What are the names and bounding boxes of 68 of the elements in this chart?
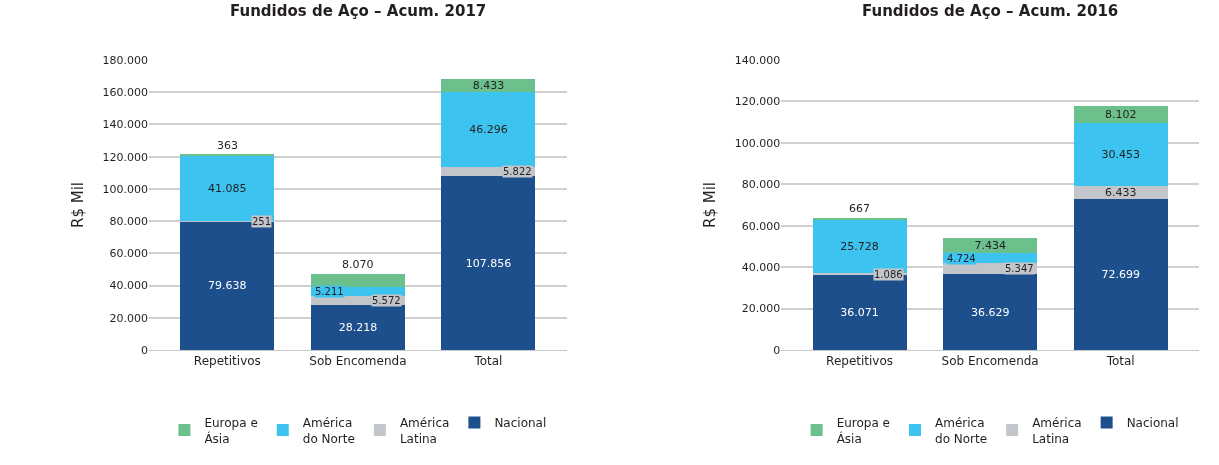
data-label: 7.434: [974, 239, 1006, 253]
x-tick-label: Repetitivos: [826, 354, 894, 369]
chart-title: Fundidos de Aço – Acum. 2016: [862, 2, 1119, 20]
legend-label: América do Norte: [302, 415, 355, 446]
data-label: 6.433: [1104, 186, 1137, 200]
data-label: 41.085: [208, 181, 247, 195]
data-label: 667: [849, 202, 870, 215]
y-tick-label: 120.000: [734, 95, 781, 109]
y-tick-label: 140.000: [734, 53, 781, 67]
legend-label: Europa e Ásia: [836, 415, 891, 446]
bar: [441, 92, 536, 167]
data-label: 30.453: [1101, 148, 1140, 162]
y-tick-label: 40.000: [741, 260, 781, 274]
y-tick-label: 80.000: [109, 214, 149, 228]
legend-label: Europa e Ásia: [204, 415, 258, 446]
data-label: 46.296: [469, 123, 508, 137]
y-tick-label: 60.000: [741, 219, 781, 233]
data-label: 5.572: [372, 295, 401, 306]
data-label: 363: [217, 139, 238, 152]
data-label: 8.070: [342, 258, 374, 271]
data-label: 5.211: [315, 286, 344, 297]
data-label: 4.724: [947, 253, 976, 264]
y-tick-label: 80.000: [741, 178, 781, 192]
data-label: 1.086: [874, 269, 903, 280]
legend-label: Nacional: [494, 416, 547, 431]
data-label: 5.822: [503, 166, 532, 177]
y-axis-title: R$ Mil: [701, 181, 720, 229]
data-label: 36.071: [840, 306, 879, 320]
y-tick-label: 100.000: [734, 136, 781, 150]
y-tick-label: 100.000: [102, 182, 149, 196]
y-tick-label: 60.000: [109, 247, 149, 261]
data-label: 107.856: [465, 256, 512, 270]
legend-label: Nacional: [1126, 416, 1179, 431]
data-label: 8.102: [1104, 108, 1137, 122]
y-tick-label: 0: [141, 343, 149, 357]
data-label: 5.347: [1005, 263, 1034, 274]
x-tick-label: Repetitivos: [193, 354, 261, 369]
data-label: 8.433: [472, 78, 505, 92]
bar: [943, 274, 1038, 350]
data-label: 79.638: [208, 279, 247, 293]
y-tick-label: 20.000: [109, 311, 149, 325]
data-label: 28.218: [338, 320, 378, 334]
x-tick-label: Sob Encomenda: [309, 354, 407, 369]
y-tick-label: 0: [773, 343, 781, 357]
y-tick-label: 120.000: [102, 150, 149, 164]
data-label: 36.629: [970, 305, 1010, 319]
bar: [1073, 123, 1168, 187]
legend-label: América Latina: [1032, 415, 1082, 446]
y-axis-title: R$ Mil: [68, 181, 87, 229]
data-label: 251: [252, 216, 272, 227]
y-tick-label: 180.000: [102, 53, 149, 67]
y-tick-label: 140.000: [102, 118, 149, 132]
x-tick-label: Total: [1105, 354, 1135, 369]
legend-label: América Latina: [399, 415, 450, 446]
bar: [310, 304, 405, 350]
x-tick-label: Sob Encomenda: [941, 354, 1039, 369]
bar: [1073, 106, 1168, 123]
bar: [441, 176, 536, 350]
data-label: 25.728: [840, 239, 879, 253]
data-label: 72.699: [1101, 268, 1140, 282]
y-tick-label: 160.000: [102, 86, 149, 100]
bar: [310, 274, 405, 288]
x-tick-label: Total: [473, 354, 503, 369]
legend-label: América do Norte: [935, 415, 988, 446]
bar: [1073, 199, 1168, 350]
chart-title: Fundidos de Aço – Acum. 2017: [230, 2, 487, 20]
y-tick-label: 20.000: [741, 302, 781, 316]
y-tick-label: 40.000: [109, 279, 149, 293]
